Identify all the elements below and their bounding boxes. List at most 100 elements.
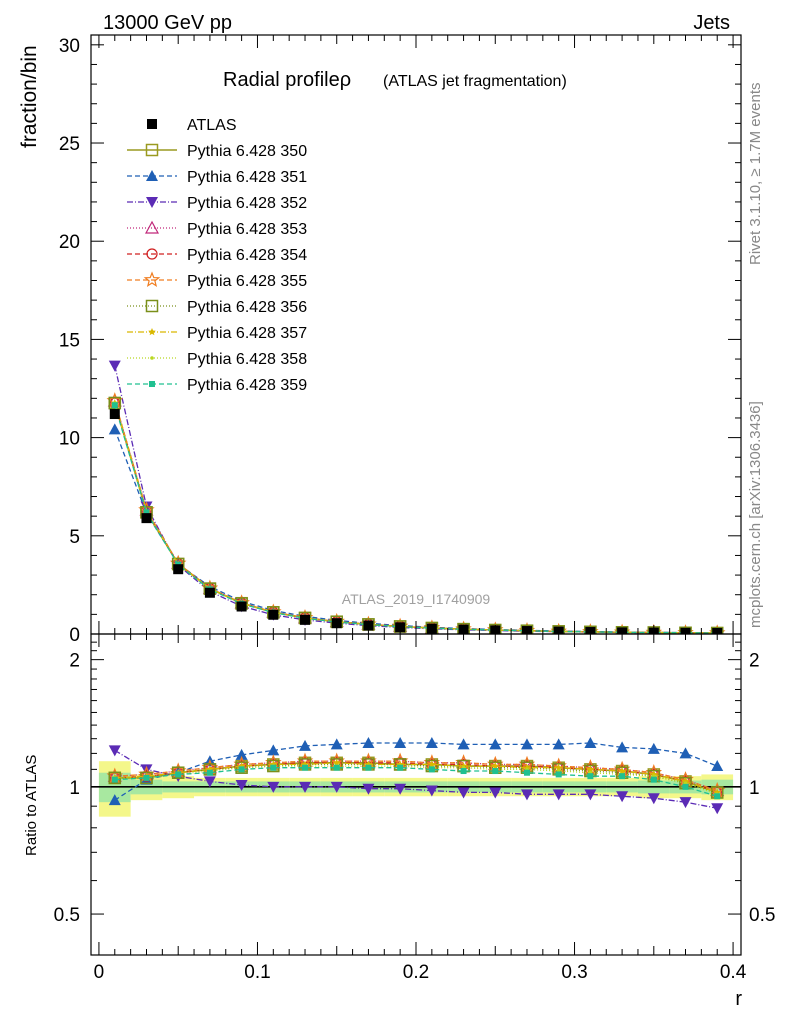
y-tick-label: 0 [69, 625, 80, 646]
ratio-series-line [114, 742, 718, 801]
x-tick-label: 0.3 [561, 962, 587, 983]
chart-title: Radial profileρ [223, 69, 351, 91]
series-point [108, 423, 121, 435]
ratio-series-point [111, 776, 118, 783]
ratio-series-point [203, 776, 216, 788]
chart-subtitle: (ATLAS jet fragmentation) [383, 73, 567, 90]
ratio-series-point [425, 736, 438, 748]
legend-marker [145, 143, 159, 157]
ratio-series-line [114, 762, 718, 794]
ratio-series-point [175, 771, 182, 778]
ratio-series-point [267, 781, 280, 793]
legend-entry-3: Pythia 6.428 353 [127, 220, 307, 238]
legend-label: Pythia 6.428 351 [187, 169, 307, 186]
legend-marker [146, 170, 158, 181]
ratio-series-2 [108, 745, 724, 815]
ratio-series-point [108, 794, 121, 806]
ratio-series-point [616, 791, 629, 803]
ratio-series-point [428, 760, 436, 768]
ratio-series-point [299, 781, 312, 793]
ratio-tick-label-right: 2 [749, 651, 760, 672]
legend-label: Pythia 6.428 358 [187, 351, 307, 368]
ratio-series-point [302, 764, 309, 771]
ratio-tick-label-left: 2 [69, 651, 80, 672]
ratio-series-point [650, 776, 657, 783]
legend-label: Pythia 6.428 359 [187, 377, 307, 394]
data-point [300, 614, 311, 625]
legend-label: ATLAS [187, 117, 237, 134]
x-tick-label: 0.4 [720, 962, 747, 983]
ratio-tick-label-left: 0.5 [54, 905, 80, 926]
ratio-series-point [267, 744, 280, 756]
ratio-series-point [457, 738, 470, 750]
mcplots-label: mcplots.cern.ch [arXiv:1306.3436] [747, 401, 764, 628]
ratio-series-point [711, 760, 724, 772]
y-tick-label: 25 [59, 134, 80, 155]
ratio-series-point [394, 736, 407, 748]
ratio-series-point [394, 783, 407, 795]
ratio-series-point [235, 748, 248, 760]
ratio-series-point [365, 764, 372, 771]
ratio-series-point [492, 768, 499, 775]
legend-entry-8: Pythia 6.428 358 [127, 351, 307, 368]
ratio-series-point [618, 767, 626, 775]
ratio-series-point [650, 770, 658, 778]
legend-marker [146, 197, 158, 208]
rivet-version-label: Rivet 3.1.10, ≥ 1.7M events [747, 83, 764, 266]
ratio-series-point [425, 785, 438, 797]
data-point [204, 587, 215, 598]
ratio-uncertainty-bands [98, 761, 734, 817]
ratio-series-point [333, 764, 340, 771]
ratio-series-point [552, 789, 565, 801]
ratio-series-point [330, 781, 343, 793]
legend-label: Pythia 6.428 352 [187, 195, 307, 212]
ratio-series-point [460, 768, 467, 775]
data-point [173, 564, 184, 575]
series-point [143, 509, 150, 516]
energy-label: 13000 GeV pp [103, 12, 232, 34]
legend-entry-6: Pythia 6.428 356 [127, 299, 307, 316]
ratio-series-point [489, 738, 502, 750]
ratio-series-point [235, 780, 248, 792]
ratio-series-point [238, 766, 245, 773]
ratio-series-point [681, 777, 690, 785]
legend-marker [150, 356, 154, 360]
y-ticks: 0 5 10 15 20 25 30 [59, 36, 741, 646]
ratio-axis-label: Ratio to ATLAS [23, 755, 40, 856]
ratio-series-line [114, 749, 718, 809]
legend-marker [149, 381, 155, 387]
data-point [395, 622, 406, 633]
legend-label: Pythia 6.428 357 [187, 325, 307, 342]
data-point [363, 620, 374, 631]
x-ticks: 0 0.1 0.2 0.3 0.4 [94, 35, 747, 983]
ratio-tick-label-right: 1 [749, 778, 760, 799]
ratio-series-point [428, 766, 435, 773]
series-point [108, 360, 121, 372]
legend-label: Pythia 6.428 354 [187, 247, 307, 264]
y-axis-label: fraction/bin [18, 45, 41, 148]
x-tick-label: 0.2 [403, 962, 429, 983]
x-axis-label: r [735, 988, 742, 1010]
legend-entry-4: Pythia 6.428 354 [127, 247, 307, 264]
ratio-series-point [299, 739, 312, 751]
legend-entry-7: Pythia 6.428 357 [127, 325, 307, 342]
ratio-series-point [332, 758, 341, 766]
ratio-y-ticks: 0.5 0.5 1 1 2 2 [54, 633, 775, 956]
y-tick-label: 20 [59, 232, 80, 253]
ratio-series-point [647, 742, 660, 754]
legend-entry-1: Pythia 6.428 351 [127, 169, 307, 186]
ratio-series-point [584, 789, 597, 801]
legend-marker [145, 299, 159, 313]
legend-entry-5: Pythia 6.428 355 [127, 271, 307, 290]
legend: ATLAS Pythia 6.428 350 Pythia 6.428 351 Pyt… [127, 117, 307, 394]
ratio-series-point [108, 745, 121, 757]
data-point [236, 601, 247, 612]
y-tick-label: 5 [69, 527, 80, 548]
ratio-series-point [489, 787, 502, 799]
series-line [114, 402, 718, 634]
process-label: Jets [693, 12, 730, 34]
analysis-watermark: ATLAS_2019_I1740909 [342, 591, 491, 607]
ratio-series-point [362, 783, 375, 795]
ratio-series-point [362, 736, 375, 748]
ratio-series-point [520, 789, 533, 801]
